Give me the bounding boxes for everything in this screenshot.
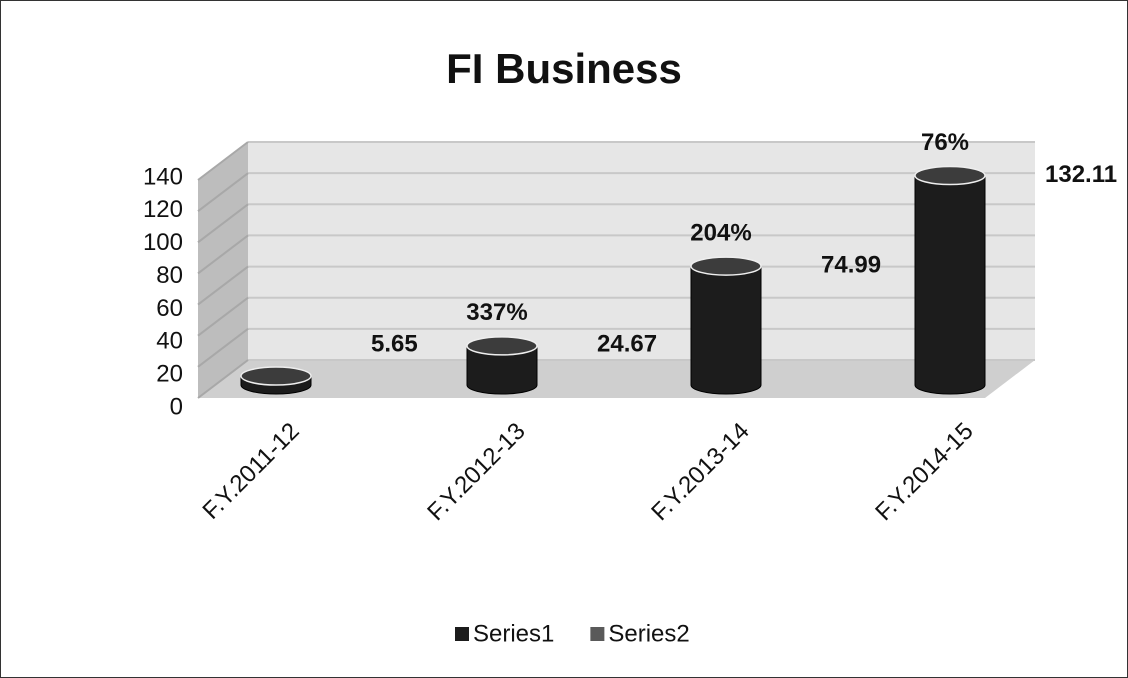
bar-top — [240, 366, 312, 386]
y-tick-label: 0 — [170, 393, 183, 420]
back-wall — [248, 142, 1035, 360]
y-tick-label: 120 — [143, 196, 183, 223]
y-tick-label: 140 — [143, 163, 183, 190]
grid-line-side — [197, 234, 249, 275]
grid-line-side — [197, 296, 249, 337]
legend-label: Series2 — [608, 620, 689, 647]
y-tick-label: 60 — [156, 295, 183, 322]
value-label: 5.65 — [371, 330, 418, 357]
value-label: 24.67 — [597, 330, 657, 357]
legend-swatch — [590, 627, 605, 641]
growth-label: 76% — [921, 129, 969, 156]
bar-top — [690, 256, 762, 276]
bar — [690, 265, 762, 395]
value-label: 74.99 — [821, 251, 881, 278]
grid-line-side — [197, 203, 249, 244]
legend-label: Series1 — [473, 620, 554, 647]
growth-label: 204% — [690, 219, 751, 246]
growth-label: 337% — [466, 299, 527, 326]
bar-top — [466, 336, 538, 356]
bar — [914, 175, 986, 395]
y-tick-label: 100 — [143, 229, 183, 256]
y-tick-label: 20 — [156, 360, 183, 387]
chart-title: FI Business — [446, 45, 682, 92]
y-tick-label: 40 — [156, 328, 183, 355]
y-tick-label: 80 — [156, 262, 183, 289]
value-label: 132.11 — [1045, 161, 1117, 188]
grid-line-side — [197, 172, 249, 212]
legend-swatch — [455, 627, 469, 641]
grid-line-side — [197, 359, 249, 399]
floor — [198, 360, 1035, 398]
grid-line-side — [197, 265, 249, 306]
grid-line-side — [197, 328, 249, 368]
side-wall — [198, 142, 248, 398]
bar-top — [914, 165, 986, 186]
grid-line-side — [197, 141, 249, 181]
bar — [466, 345, 538, 395]
